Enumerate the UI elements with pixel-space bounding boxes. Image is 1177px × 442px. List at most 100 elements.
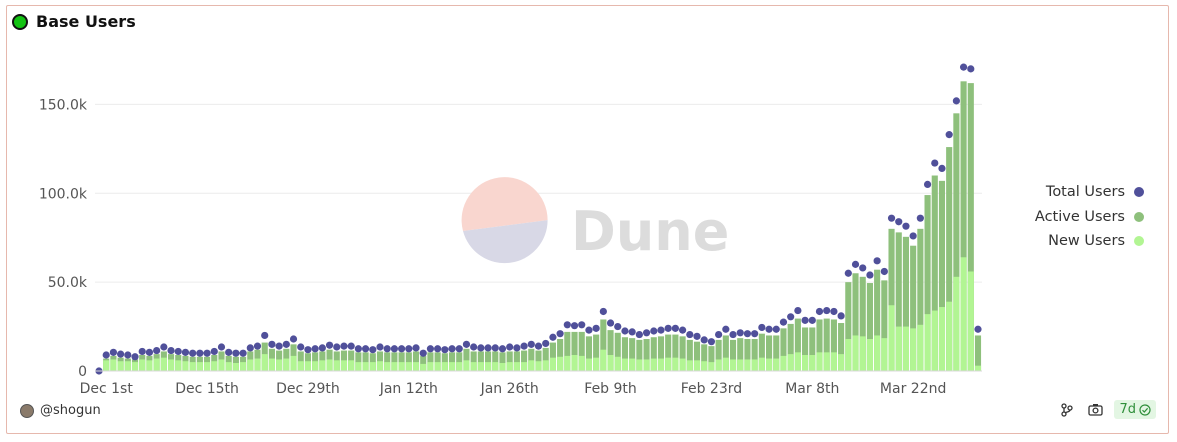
new-users-bar bbox=[809, 355, 816, 371]
total-users-point bbox=[138, 347, 146, 356]
total-users-point bbox=[455, 345, 463, 353]
active-users-bar bbox=[859, 276, 866, 371]
active-users-bar bbox=[838, 323, 845, 371]
total-users-point bbox=[369, 346, 377, 354]
new-users-bar bbox=[427, 362, 434, 371]
total-users-point bbox=[491, 344, 499, 352]
legend-item-total[interactable]: Total Users bbox=[1020, 180, 1144, 205]
new-users-bar bbox=[830, 352, 837, 371]
refresh-badge[interactable]: 7d bbox=[1114, 400, 1156, 419]
new-users-bar bbox=[340, 360, 348, 371]
new-users-bar bbox=[910, 328, 917, 371]
active-users-bar bbox=[946, 147, 953, 371]
total-users-point bbox=[253, 342, 262, 350]
x-tick-label: Jan 26th bbox=[480, 381, 539, 397]
total-users-point bbox=[880, 267, 888, 276]
fork-icon[interactable] bbox=[1058, 401, 1076, 419]
check-circle-icon bbox=[1139, 403, 1151, 416]
total-users-point bbox=[289, 335, 298, 343]
new-users-bar bbox=[946, 301, 953, 371]
total-users-point bbox=[297, 343, 305, 351]
active-users-bar bbox=[600, 319, 607, 371]
active-users-bar bbox=[384, 352, 391, 371]
active-users-bar bbox=[391, 352, 398, 371]
total-users-point bbox=[787, 313, 795, 321]
active-users-bar bbox=[809, 327, 816, 371]
new-users-bar bbox=[283, 358, 290, 371]
total-users-point bbox=[585, 326, 593, 334]
total-users-point bbox=[246, 344, 254, 352]
new-users-bar bbox=[124, 361, 131, 371]
author-link[interactable]: @shogun bbox=[20, 403, 101, 418]
total-users-point bbox=[715, 330, 723, 339]
active-users-bar bbox=[823, 318, 830, 371]
active-users-bar bbox=[629, 338, 636, 371]
new-users-bar bbox=[866, 339, 873, 371]
new-users-bar bbox=[240, 362, 247, 371]
new-users-bar bbox=[701, 361, 708, 371]
total-users-point bbox=[837, 312, 845, 320]
chart-title: Base Users bbox=[36, 12, 136, 31]
active-users-bar bbox=[477, 351, 484, 371]
total-users-point bbox=[318, 344, 326, 352]
author-name: @shogun bbox=[40, 403, 101, 418]
total-users-point bbox=[650, 327, 658, 335]
new-users-bar bbox=[405, 362, 412, 371]
total-users-point bbox=[160, 343, 168, 351]
legend-item-active[interactable]: Active Users bbox=[1020, 205, 1144, 230]
camera-icon[interactable] bbox=[1086, 401, 1104, 419]
total-users-point bbox=[945, 131, 953, 139]
new-users-bar bbox=[874, 335, 881, 371]
total-users-point bbox=[174, 347, 182, 356]
new-users-bar bbox=[384, 362, 391, 371]
new-users-bar bbox=[160, 357, 167, 371]
active-users-bar bbox=[412, 351, 420, 371]
new-users-bar bbox=[110, 359, 117, 371]
total-users-point bbox=[866, 271, 874, 279]
new-users-bar bbox=[232, 363, 239, 371]
active-users-bar bbox=[715, 339, 722, 371]
active-users-bar bbox=[902, 236, 910, 371]
new-users-bar bbox=[816, 352, 823, 371]
new-users-bar bbox=[758, 357, 765, 371]
active-users-bar bbox=[492, 351, 499, 371]
total-users-point bbox=[506, 343, 514, 351]
active-users-bar bbox=[693, 341, 701, 371]
legend-label-total: Total Users bbox=[1045, 184, 1125, 201]
total-users-point bbox=[938, 164, 946, 173]
new-users-bar bbox=[513, 362, 520, 371]
active-users-bar bbox=[636, 339, 643, 371]
new-users-bar bbox=[744, 359, 751, 371]
new-users-bar bbox=[859, 336, 866, 371]
total-users-point bbox=[815, 307, 824, 316]
total-users-point bbox=[542, 339, 550, 348]
total-users-point bbox=[923, 180, 932, 188]
total-users-point bbox=[520, 342, 528, 350]
new-users-bar bbox=[708, 362, 715, 371]
active-users-bar bbox=[535, 350, 542, 371]
new-users-bar bbox=[261, 354, 268, 371]
watermark-text: Dune bbox=[571, 200, 729, 263]
active-users-bar bbox=[578, 331, 585, 371]
active-users-bar bbox=[621, 337, 629, 371]
total-users-point bbox=[412, 344, 420, 352]
new-users-bar bbox=[297, 361, 304, 371]
active-users-bar bbox=[405, 352, 412, 371]
new-users-bar bbox=[629, 358, 636, 371]
active-users-bar bbox=[895, 232, 902, 371]
active-users-bar bbox=[967, 83, 974, 372]
total-users-point bbox=[109, 348, 118, 356]
active-users-bar bbox=[866, 283, 873, 371]
legend-item-new[interactable]: New Users bbox=[1020, 229, 1144, 254]
new-users-bar bbox=[585, 358, 592, 371]
total-users-point bbox=[203, 349, 211, 357]
title-row: Base Users bbox=[12, 12, 136, 31]
total-users-point bbox=[282, 340, 290, 348]
new-users-bar bbox=[189, 362, 196, 371]
total-users-point bbox=[462, 340, 471, 348]
active-users-bar bbox=[830, 319, 837, 371]
new-users-bar bbox=[650, 358, 657, 371]
legend-dot-active-icon bbox=[1134, 211, 1144, 222]
total-users-point bbox=[376, 343, 384, 351]
